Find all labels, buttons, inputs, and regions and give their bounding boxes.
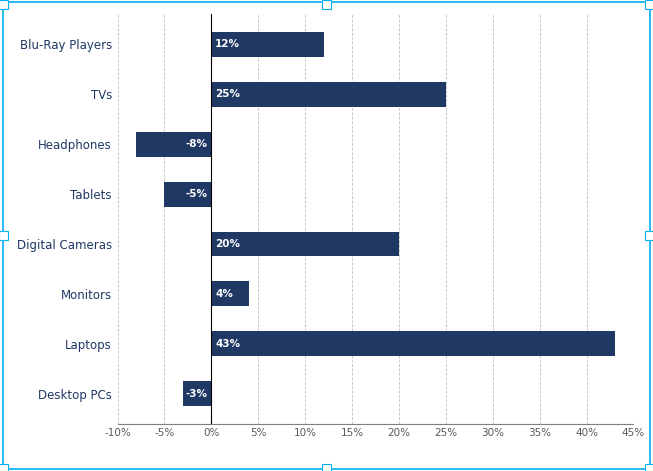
Bar xyxy=(212,232,399,257)
Bar xyxy=(212,332,614,357)
Bar xyxy=(212,81,446,106)
Bar xyxy=(136,131,212,156)
Text: 25%: 25% xyxy=(215,89,240,99)
Text: 12%: 12% xyxy=(215,39,240,49)
Text: -3%: -3% xyxy=(185,389,208,399)
Text: -5%: -5% xyxy=(185,189,208,199)
Bar xyxy=(165,181,212,206)
Text: 20%: 20% xyxy=(215,239,240,249)
Text: 4%: 4% xyxy=(215,289,233,299)
Bar xyxy=(183,382,212,406)
Bar xyxy=(212,282,249,307)
Text: -8%: -8% xyxy=(185,139,208,149)
Bar xyxy=(212,32,324,57)
Text: 43%: 43% xyxy=(215,339,240,349)
